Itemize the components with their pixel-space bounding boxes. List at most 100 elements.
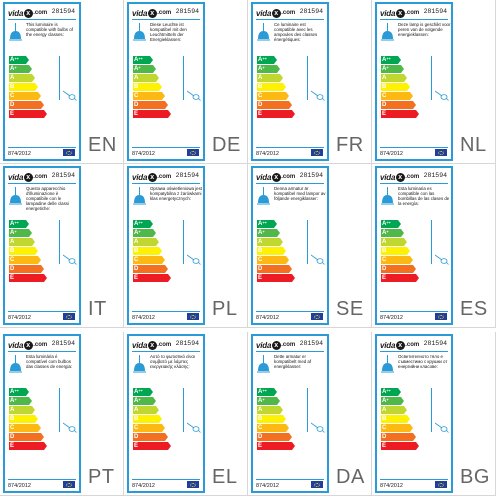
- language-code: DA: [336, 466, 365, 488]
- energy-scale: A++ A+ A B C D E: [133, 56, 163, 119]
- energy-scale: A++ A+ A B C D E: [381, 388, 411, 451]
- regulation-number: 874/2012: [132, 483, 155, 489]
- vidaxl-logo: vida x .com: [256, 171, 295, 183]
- energy-label-card: vida x .com 281594 Oprawa oświetleniowa jest…: [127, 166, 205, 325]
- eu-flag-icon: [187, 313, 199, 320]
- energy-class-bar: B: [133, 83, 162, 91]
- energy-class-bar: A: [9, 74, 35, 82]
- bulb-socket-icon: [62, 421, 77, 433]
- energy-class-bar: D: [9, 101, 44, 109]
- bulb-socket-icon: [62, 253, 77, 265]
- logo-text: vida: [8, 8, 24, 18]
- energy-class-bar: C: [381, 92, 413, 100]
- label-cell-el: vida x .com 281594 Αυτό το φωτιστικό είναι σ…: [124, 332, 248, 496]
- energy-class-bar: A: [381, 406, 407, 414]
- energy-class-bar: A++: [9, 56, 29, 64]
- energy-class-bar: A++: [133, 220, 153, 228]
- header-divider: [8, 19, 76, 20]
- energy-scale: A++ A+ A B C D E: [9, 220, 39, 283]
- product-code: 281594: [51, 340, 75, 347]
- energy-class-bar: E: [9, 442, 47, 450]
- eu-flag-icon: [311, 313, 323, 320]
- eu-flag-icon: [435, 481, 447, 488]
- energy-label-card: vida x .com 281594 Diese Leuchte ist kompati…: [127, 2, 205, 161]
- product-code: 281594: [299, 340, 323, 347]
- energy-scale: A++ A+ A B C D E: [381, 220, 411, 283]
- eu-flag-icon: [311, 481, 323, 488]
- energy-class-bar: C: [381, 424, 413, 432]
- vidaxl-logo: vida x .com: [8, 171, 47, 183]
- energy-class-bar: C: [9, 256, 41, 264]
- compatibility-text: Осветителното тяло е съвместимо с крушки…: [398, 354, 448, 369]
- language-code: EL: [212, 466, 238, 488]
- bulb-socket-icon: [310, 421, 325, 433]
- language-code: NL: [460, 134, 487, 156]
- lamp-icon: [256, 23, 271, 43]
- logo-text: vida: [256, 340, 272, 350]
- language-code: ES: [460, 298, 488, 320]
- logo-mark: x: [23, 172, 33, 182]
- logo-mark: x: [395, 8, 405, 18]
- energy-class-bar: D: [381, 433, 416, 441]
- energy-class-bar: A: [133, 406, 159, 414]
- logo-text: vida: [8, 340, 24, 350]
- language-code: BG: [460, 466, 490, 488]
- energy-scale: A++ A+ A B C D E: [133, 388, 163, 451]
- energy-scale: A++ A+ A B C D E: [9, 388, 39, 451]
- logo-domain: .com: [281, 342, 296, 348]
- energy-class-bar: A: [257, 238, 283, 246]
- regulation-number: 874/2012: [8, 315, 31, 321]
- energy-class-bar: D: [257, 433, 292, 441]
- energy-class-bar: A+: [381, 65, 404, 73]
- energy-class-bar: D: [9, 433, 44, 441]
- energy-class-bar: A+: [257, 65, 280, 73]
- regulation-number: 874/2012: [8, 151, 31, 157]
- energy-class-bar: E: [381, 110, 419, 118]
- energy-label-card: vida x .com 281594 Questo apparecchio d'illu…: [3, 166, 81, 325]
- logo-mark: x: [23, 8, 33, 18]
- header-divider: [380, 351, 448, 352]
- header-divider: [256, 351, 324, 352]
- compatibility-text: Deze lamp is geschikt voor peren van de …: [398, 22, 451, 37]
- logo-text: vida: [132, 172, 148, 182]
- energy-class-bar: C: [9, 424, 41, 432]
- energy-class-bar: A: [9, 406, 35, 414]
- label-cell-pl: vida x .com 281594 Oprawa oświetleniowa jest…: [124, 164, 248, 328]
- logo-domain: .com: [33, 10, 48, 16]
- scale-divider: [307, 388, 308, 432]
- scale-divider: [431, 56, 432, 100]
- energy-class-bar: D: [257, 265, 292, 273]
- regulation-number: 874/2012: [8, 483, 31, 489]
- regulation-number: 874/2012: [380, 483, 403, 489]
- logo-mark: x: [271, 340, 281, 350]
- logo-mark: x: [271, 172, 281, 182]
- bulb-socket-icon: [62, 89, 77, 101]
- bulb-socket-icon: [186, 421, 201, 433]
- regulation-number: 874/2012: [132, 151, 155, 157]
- logo-domain: .com: [157, 174, 172, 180]
- lamp-icon: [256, 187, 271, 207]
- logo-text: vida: [132, 340, 148, 350]
- logo-text: vida: [8, 172, 24, 182]
- energy-class-bar: B: [257, 247, 286, 255]
- eu-flag-icon: [63, 149, 75, 156]
- compatibility-text: Esta luminaria es compatible con las bom…: [398, 186, 450, 206]
- energy-class-bar: E: [257, 110, 295, 118]
- footer-divider: [8, 147, 76, 148]
- energy-class-bar: A++: [381, 56, 401, 64]
- scale-divider: [183, 56, 184, 100]
- energy-class-bar: A++: [9, 220, 29, 228]
- label-cell-se: vida x .com 281594 Denna armatur är kompatib…: [248, 164, 372, 328]
- energy-class-bar: A: [257, 406, 283, 414]
- lamp-icon: [380, 23, 395, 43]
- eu-flag-icon: [435, 149, 447, 156]
- energy-class-bar: B: [381, 247, 410, 255]
- logo-text: vida: [380, 340, 396, 350]
- energy-class-bar: D: [381, 265, 416, 273]
- product-code: 281594: [175, 172, 199, 179]
- logo-domain: .com: [157, 342, 172, 348]
- footer-divider: [380, 311, 448, 312]
- bulb-socket-icon: [434, 89, 449, 101]
- logo-mark: x: [147, 8, 157, 18]
